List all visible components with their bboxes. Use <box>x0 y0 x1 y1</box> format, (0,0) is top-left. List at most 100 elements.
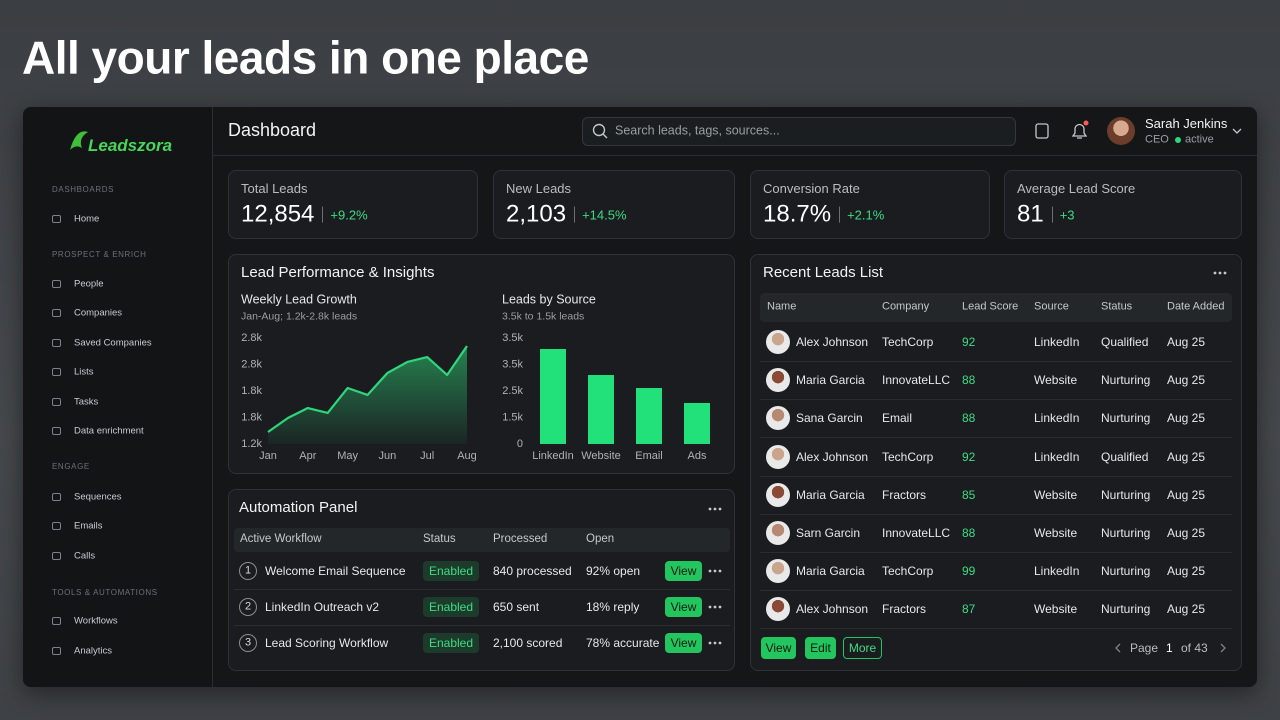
lead-name: Maria Garcia <box>796 563 865 578</box>
lead-score: 88 <box>962 411 976 426</box>
lead-score: 87 <box>962 602 976 617</box>
nav-icon <box>52 339 61 347</box>
nav-icon <box>52 398 61 406</box>
column-header: Status <box>423 533 456 546</box>
kpi-card <box>493 170 735 239</box>
nav-item[interactable]: Tasks <box>74 396 99 408</box>
lead-score: 92 <box>962 334 976 349</box>
column-header: Active Workflow <box>240 533 322 546</box>
lead-source: Website <box>1034 525 1078 540</box>
open-rate: 92% open <box>586 563 641 578</box>
row-divider <box>760 590 1232 592</box>
kpi-value: 18.7% <box>763 200 832 228</box>
sidebar-section-title: DASHBOARDS <box>52 185 115 195</box>
column-header: Status <box>1101 300 1133 313</box>
column-header: Company <box>882 300 930 313</box>
lead-status: Nurturing <box>1101 487 1151 502</box>
leads-panel <box>750 254 1242 671</box>
lead-date: Aug 25 <box>1167 487 1206 502</box>
status-badge: Enabled <box>423 597 479 617</box>
lead-date: Aug 25 <box>1167 411 1206 426</box>
row-divider <box>760 552 1232 553</box>
row-divider <box>234 589 730 590</box>
nav-item[interactable]: Lists <box>74 366 94 378</box>
lead-date: Aug 25 <box>1167 602 1206 617</box>
step-number: 1 <box>244 564 252 577</box>
lead-name: Maria Garcia <box>796 372 865 387</box>
nav-item[interactable]: Workflows <box>74 615 118 627</box>
lead-status: Nurturing <box>1101 563 1151 578</box>
nav-item[interactable]: Analytics <box>74 645 113 657</box>
lead-avatar <box>766 559 790 584</box>
lead-company: TechCorp <box>882 334 934 349</box>
view-button[interactable]: View <box>665 561 702 581</box>
lead-avatar <box>766 482 790 507</box>
lead-date: Aug 25 <box>1167 563 1206 578</box>
nav-item[interactable]: Companies <box>74 307 123 319</box>
lead-source: LinkedIn <box>1034 334 1080 349</box>
chart-subtitle: 3.5k to 1.5k leads <box>502 310 585 323</box>
row-divider <box>760 513 1232 515</box>
view-button[interactable]: View <box>665 597 702 617</box>
automation-panel <box>228 489 735 671</box>
nav-item[interactable]: Saved Companies <box>74 337 152 349</box>
nav-icon <box>52 215 61 223</box>
row-divider <box>760 475 1232 477</box>
lead-score: 99 <box>962 563 976 578</box>
lead-source: Website <box>1034 487 1078 502</box>
search-box[interactable] <box>582 117 1016 146</box>
lead-avatar <box>766 368 790 393</box>
row-divider <box>760 361 1232 362</box>
workflow-name: Welcome Email Sequence <box>265 563 406 578</box>
lead-company: InnovateLLC <box>882 372 951 387</box>
table-header <box>760 293 1232 322</box>
view-button[interactable]: View <box>665 633 702 653</box>
page-title: Dashboard <box>228 120 317 141</box>
sidebar-section-title: PROSPECT & ENRICH <box>52 250 147 260</box>
kpi-label: Average Lead Score <box>1017 181 1136 197</box>
nav-icon <box>52 493 61 501</box>
lead-source: Website <box>1034 602 1078 617</box>
action-button[interactable]: Edit <box>805 637 836 659</box>
step-number: 2 <box>244 600 252 613</box>
lead-company: TechCorp <box>882 449 934 464</box>
row-divider <box>760 437 1232 439</box>
lead-name: Alex Johnson <box>796 449 869 464</box>
processed: 840 processed <box>493 563 572 578</box>
nav-item[interactable]: Calls <box>74 550 96 562</box>
nav-item[interactable]: Data enrichment <box>74 425 144 437</box>
pagination-label: Page <box>1130 640 1159 655</box>
kpi-change: +9.2% <box>330 207 368 223</box>
nav-item[interactable]: Emails <box>74 520 103 532</box>
lead-score: 85 <box>962 487 976 502</box>
kpi-card <box>750 170 990 239</box>
nav-item[interactable]: People <box>74 278 104 290</box>
nav-icon <box>52 647 61 655</box>
kpi-label: Conversion Rate <box>763 181 860 197</box>
kpi-label: New Leads <box>506 181 572 197</box>
row-divider <box>760 628 1232 630</box>
nav-icon <box>52 522 61 530</box>
nav-icon <box>52 309 61 317</box>
kpi-separator <box>839 206 841 223</box>
kpi-separator <box>322 206 324 223</box>
lead-avatar <box>766 597 790 622</box>
action-button[interactable]: View <box>761 637 796 659</box>
nav-item[interactable]: Sequences <box>74 491 122 503</box>
topbar <box>213 107 1257 156</box>
step-circle <box>239 634 257 652</box>
kpi-row: 18.7% +2.1% <box>763 201 884 230</box>
kpi-row: 2,103 +14.5% <box>506 201 627 230</box>
step-circle <box>239 598 257 616</box>
logo: Leadszora <box>88 135 173 155</box>
lead-source: LinkedIn <box>1034 449 1080 464</box>
kpi-change: +2.1% <box>847 207 885 223</box>
processed: 2,100 scored <box>493 635 563 650</box>
lead-status: Nurturing <box>1101 602 1151 617</box>
status-badge: Enabled <box>423 561 479 581</box>
action-button[interactable]: More <box>843 637 882 659</box>
table-header <box>234 528 730 552</box>
column-header: Name <box>767 300 797 313</box>
row-divider <box>234 625 730 626</box>
nav-item[interactable]: Home <box>74 213 100 225</box>
